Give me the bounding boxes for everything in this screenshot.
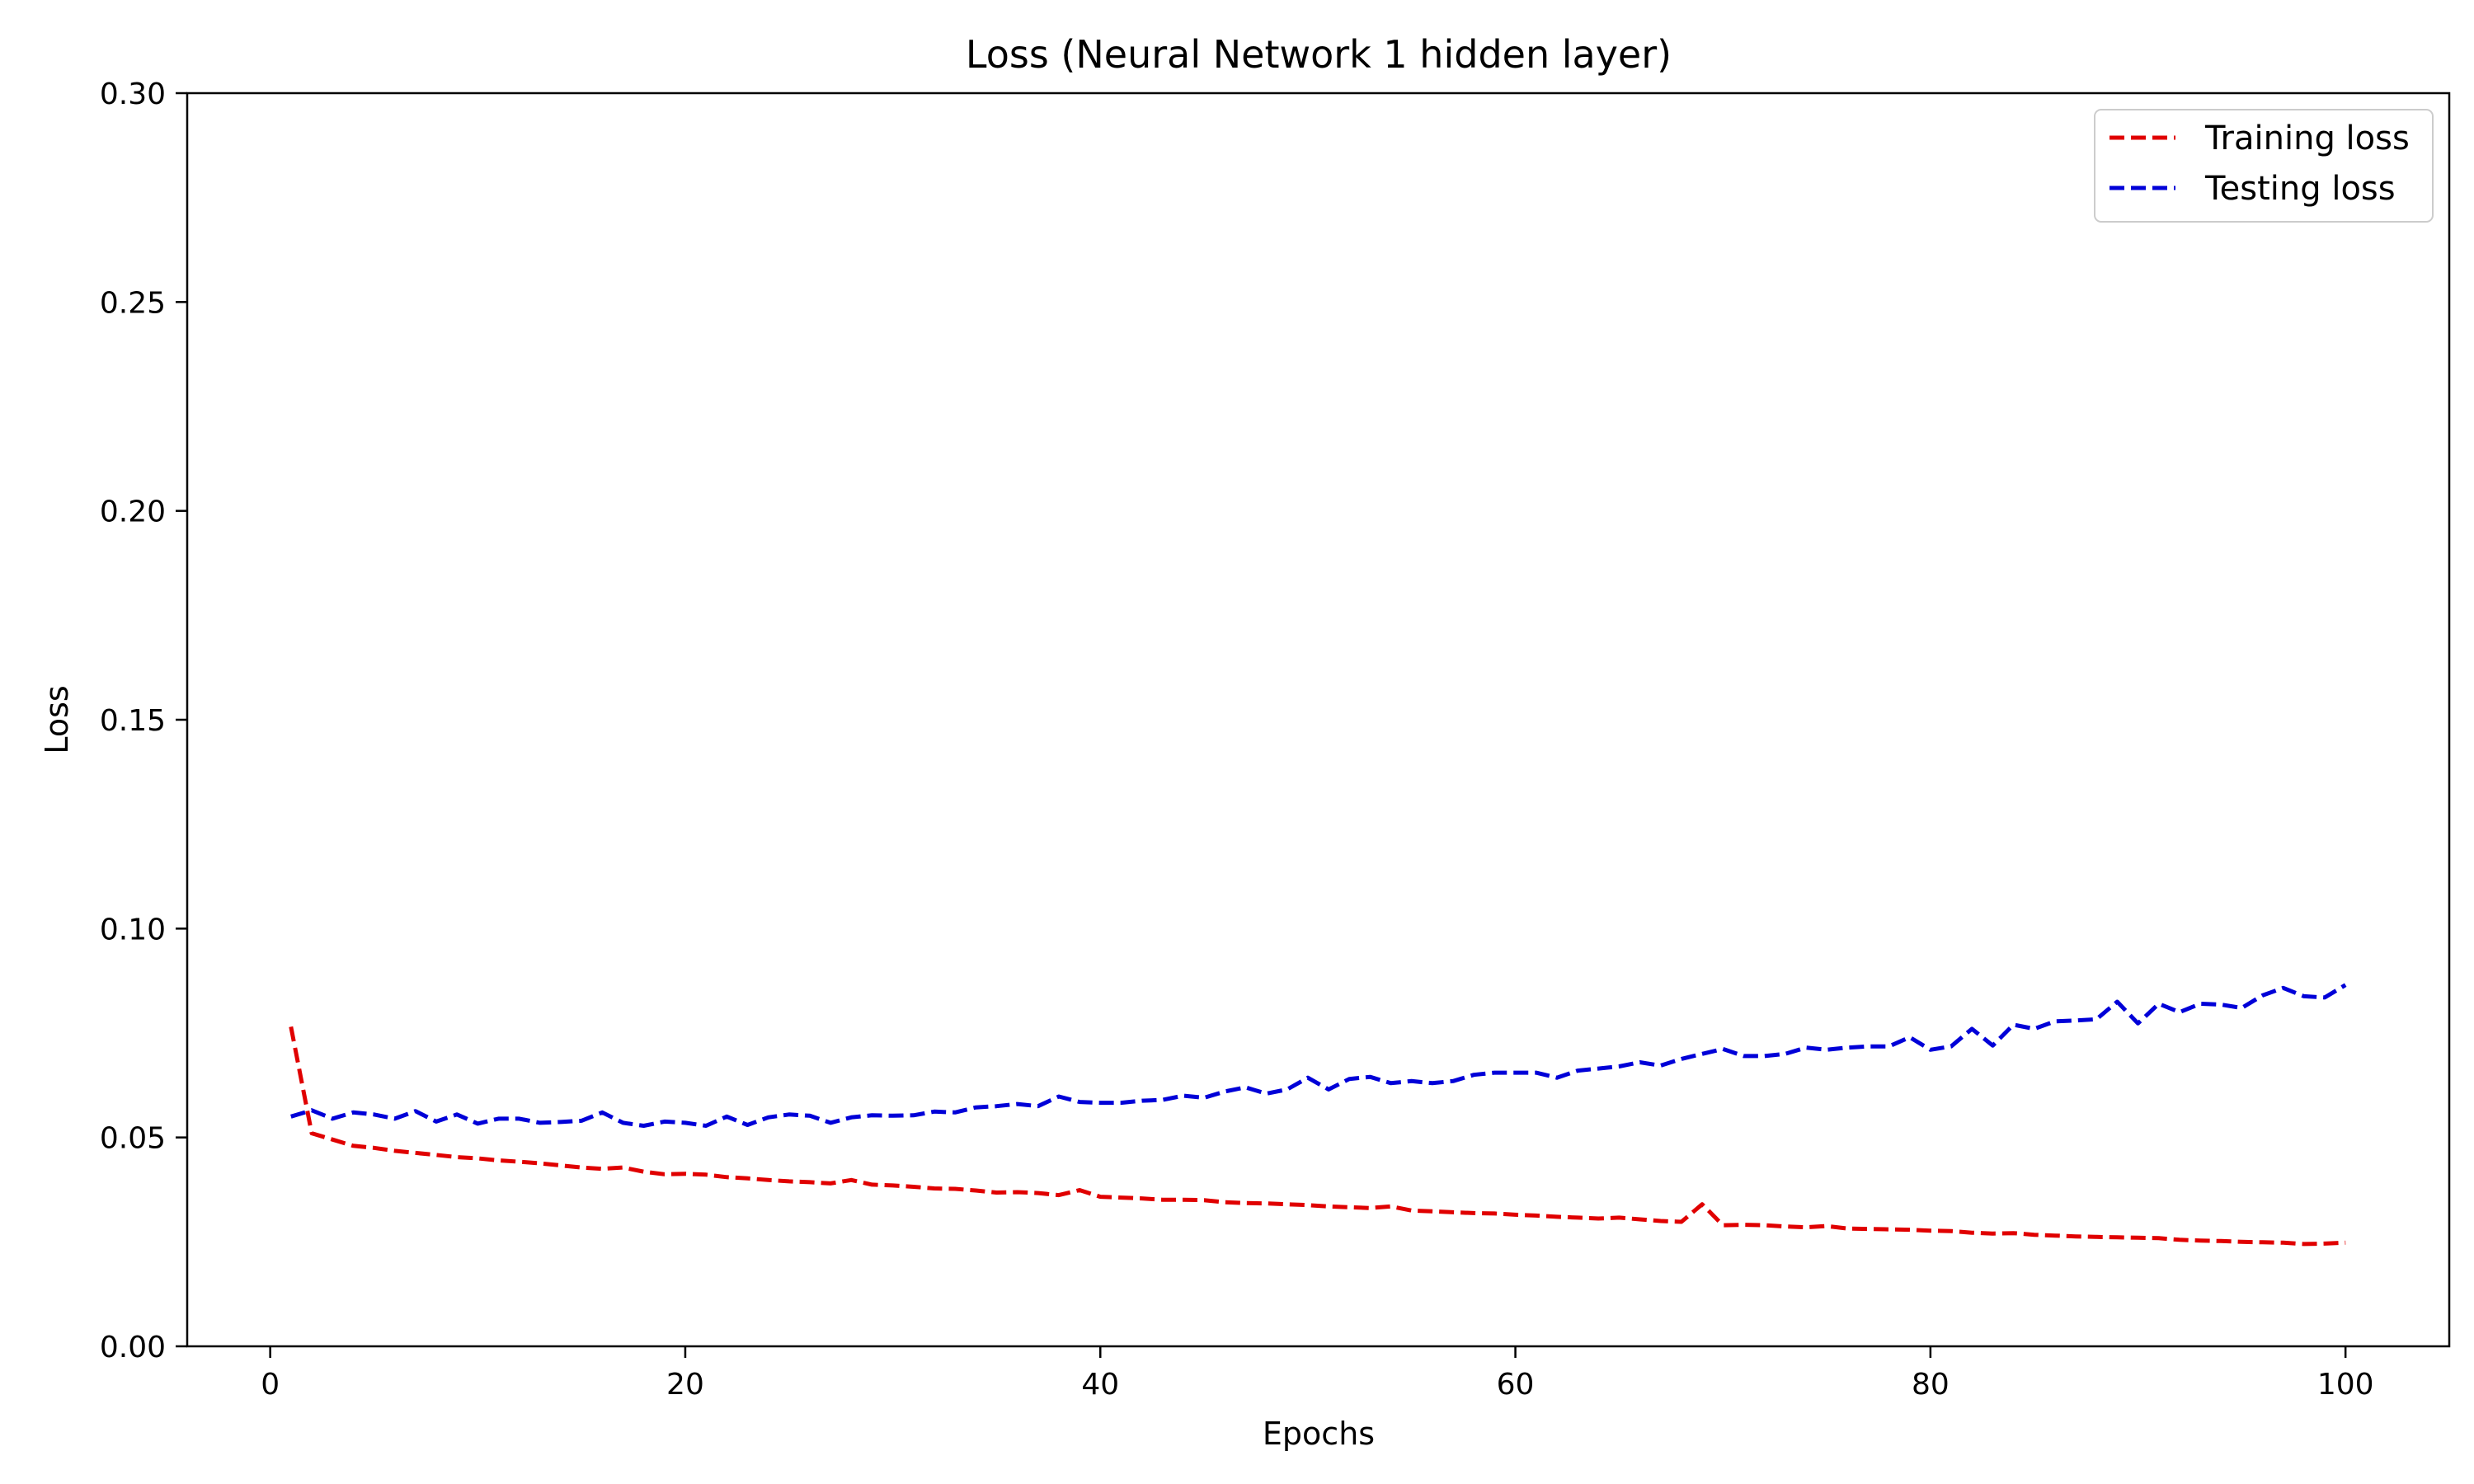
- y-tick-label: 0.05: [100, 1122, 166, 1156]
- series-line-training-loss: [289, 1026, 2346, 1247]
- y-tick-label: 0.30: [100, 77, 166, 111]
- x-tick-label: 20: [666, 1368, 704, 1402]
- series-line-testing-loss: [290, 983, 2347, 1128]
- x-axis-label: Epochs: [1263, 1416, 1375, 1452]
- x-tick-label: 0: [261, 1368, 280, 1402]
- y-tick-label: 0.25: [100, 286, 166, 320]
- legend-box: [2094, 109, 2434, 223]
- x-axis-ticks: 0 20 40 60 80 100: [261, 1346, 2374, 1402]
- chart-title: Loss (Neural Network 1 hidden layer): [966, 32, 1672, 77]
- y-axis-ticks: 0.00 0.05 0.10 0.15 0.20 0.25 0.30: [100, 77, 187, 1364]
- y-tick-label: 0.00: [100, 1331, 166, 1364]
- y-axis-label: Loss: [39, 685, 75, 754]
- legend-entry-label: Testing loss: [2204, 170, 2396, 208]
- legend-entry-label: Training loss: [2204, 120, 2410, 157]
- y-tick-label: 0.10: [100, 913, 166, 946]
- y-tick-label: 0.20: [100, 495, 166, 529]
- x-tick-label: 60: [1497, 1368, 1535, 1402]
- x-tick-label: 80: [1912, 1368, 1950, 1402]
- legend: Training loss Testing loss: [2094, 109, 2434, 223]
- x-tick-label: 100: [2317, 1368, 2374, 1402]
- plot-frame: [186, 92, 2451, 1348]
- plot-lines: [289, 983, 2347, 1247]
- y-tick-label: 0.15: [100, 704, 166, 738]
- x-tick-label: 40: [1081, 1368, 1119, 1402]
